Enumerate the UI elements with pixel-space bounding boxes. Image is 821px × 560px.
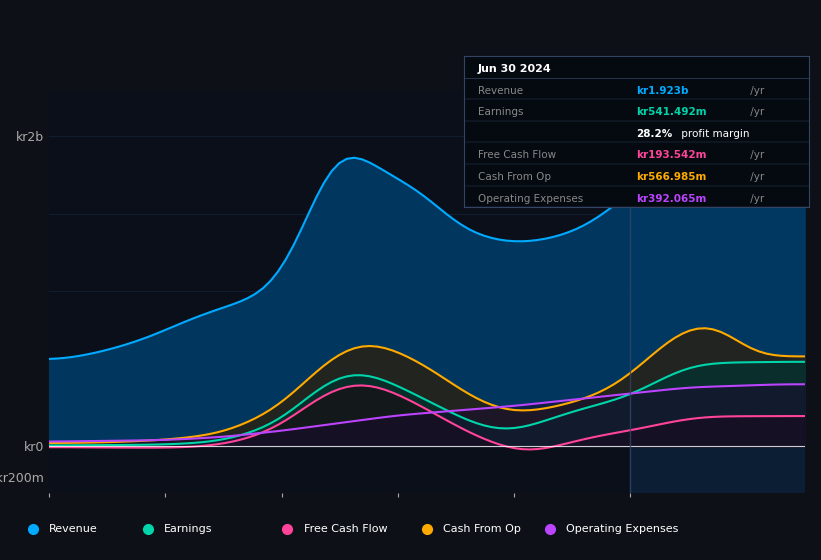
Text: kr392.065m: kr392.065m [636, 194, 707, 204]
Text: Revenue: Revenue [49, 524, 98, 534]
Bar [631, 90, 805, 493]
Text: /yr: /yr [746, 107, 764, 117]
Text: Free Cash Flow: Free Cash Flow [304, 524, 388, 534]
Text: Free Cash Flow: Free Cash Flow [478, 151, 556, 160]
Text: /yr: /yr [746, 194, 764, 204]
Text: kr566.985m: kr566.985m [636, 172, 707, 182]
Text: kr1.923b: kr1.923b [636, 86, 689, 96]
Text: kr541.492m: kr541.492m [636, 107, 707, 117]
Text: Earnings: Earnings [164, 524, 213, 534]
Text: 28.2%: 28.2% [636, 129, 672, 139]
Text: profit margin: profit margin [677, 129, 749, 139]
Text: Jun 30 2024: Jun 30 2024 [478, 64, 552, 74]
Text: kr193.542m: kr193.542m [636, 151, 707, 160]
Text: Earnings: Earnings [478, 107, 523, 117]
Text: Operating Expenses: Operating Expenses [566, 524, 679, 534]
Text: /yr: /yr [746, 86, 764, 96]
Text: /yr: /yr [746, 172, 764, 182]
Text: Cash From Op: Cash From Op [443, 524, 521, 534]
Text: /yr: /yr [746, 151, 764, 160]
Text: Revenue: Revenue [478, 86, 523, 96]
Text: Operating Expenses: Operating Expenses [478, 194, 583, 204]
Text: Cash From Op: Cash From Op [478, 172, 551, 182]
